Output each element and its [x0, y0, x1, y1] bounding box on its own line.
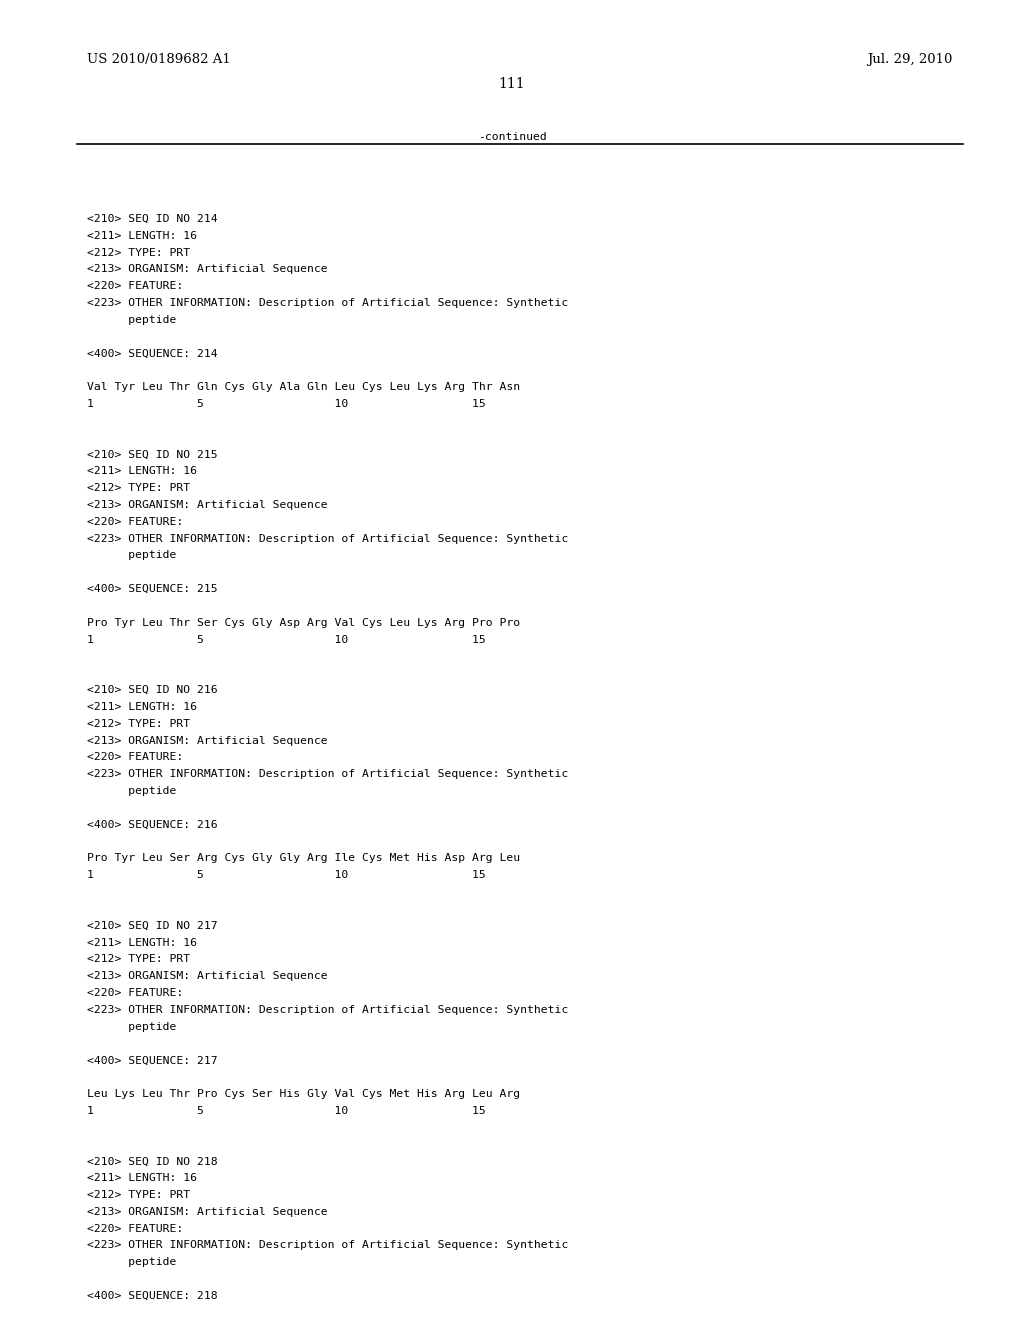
Text: <212> TYPE: PRT: <212> TYPE: PRT	[87, 718, 190, 729]
Text: 1               5                   10                  15: 1 5 10 15	[87, 399, 485, 409]
Text: <213> ORGANISM: Artificial Sequence: <213> ORGANISM: Artificial Sequence	[87, 264, 328, 275]
Text: Pro Tyr Leu Ser Arg Cys Gly Gly Arg Ile Cys Met His Asp Arg Leu: Pro Tyr Leu Ser Arg Cys Gly Gly Arg Ile …	[87, 854, 520, 863]
Text: Pro Tyr Leu Thr Ser Cys Gly Asp Arg Val Cys Leu Lys Arg Pro Pro: Pro Tyr Leu Thr Ser Cys Gly Asp Arg Val …	[87, 618, 520, 628]
Text: <400> SEQUENCE: 217: <400> SEQUENCE: 217	[87, 1056, 218, 1065]
Text: <223> OTHER INFORMATION: Description of Artificial Sequence: Synthetic: <223> OTHER INFORMATION: Description of …	[87, 770, 568, 779]
Text: <212> TYPE: PRT: <212> TYPE: PRT	[87, 1191, 190, 1200]
Text: <400> SEQUENCE: 216: <400> SEQUENCE: 216	[87, 820, 218, 830]
Text: 111: 111	[499, 77, 525, 91]
Text: <211> LENGTH: 16: <211> LENGTH: 16	[87, 937, 197, 948]
Text: Jul. 29, 2010: Jul. 29, 2010	[867, 53, 952, 66]
Text: <210> SEQ ID NO 215: <210> SEQ ID NO 215	[87, 449, 218, 459]
Text: <223> OTHER INFORMATION: Description of Artificial Sequence: Synthetic: <223> OTHER INFORMATION: Description of …	[87, 1241, 568, 1250]
Text: 1               5                   10                  15: 1 5 10 15	[87, 870, 485, 880]
Text: <210> SEQ ID NO 214: <210> SEQ ID NO 214	[87, 214, 218, 224]
Text: <213> ORGANISM: Artificial Sequence: <213> ORGANISM: Artificial Sequence	[87, 500, 328, 510]
Text: <212> TYPE: PRT: <212> TYPE: PRT	[87, 954, 190, 965]
Text: <400> SEQUENCE: 215: <400> SEQUENCE: 215	[87, 583, 218, 594]
Text: <223> OTHER INFORMATION: Description of Artificial Sequence: Synthetic: <223> OTHER INFORMATION: Description of …	[87, 533, 568, 544]
Text: <212> TYPE: PRT: <212> TYPE: PRT	[87, 483, 190, 494]
Text: <220> FEATURE:: <220> FEATURE:	[87, 281, 183, 292]
Text: -continued: -continued	[477, 132, 547, 143]
Text: <400> SEQUENCE: 218: <400> SEQUENCE: 218	[87, 1291, 218, 1302]
Text: <211> LENGTH: 16: <211> LENGTH: 16	[87, 1173, 197, 1183]
Text: Val Tyr Leu Thr Gln Cys Gly Ala Gln Leu Cys Leu Lys Arg Thr Asn: Val Tyr Leu Thr Gln Cys Gly Ala Gln Leu …	[87, 383, 520, 392]
Text: <220> FEATURE:: <220> FEATURE:	[87, 1224, 183, 1234]
Text: <210> SEQ ID NO 216: <210> SEQ ID NO 216	[87, 685, 218, 696]
Text: <223> OTHER INFORMATION: Description of Artificial Sequence: Synthetic: <223> OTHER INFORMATION: Description of …	[87, 298, 568, 308]
Text: <220> FEATURE:: <220> FEATURE:	[87, 752, 183, 763]
Text: <211> LENGTH: 16: <211> LENGTH: 16	[87, 231, 197, 240]
Text: Leu Lys Leu Thr Pro Cys Ser His Gly Val Cys Met His Arg Leu Arg: Leu Lys Leu Thr Pro Cys Ser His Gly Val …	[87, 1089, 520, 1100]
Text: <211> LENGTH: 16: <211> LENGTH: 16	[87, 702, 197, 711]
Text: <220> FEATURE:: <220> FEATURE:	[87, 987, 183, 998]
Text: US 2010/0189682 A1: US 2010/0189682 A1	[87, 53, 230, 66]
Text: <213> ORGANISM: Artificial Sequence: <213> ORGANISM: Artificial Sequence	[87, 972, 328, 981]
Text: <212> TYPE: PRT: <212> TYPE: PRT	[87, 248, 190, 257]
Text: peptide: peptide	[87, 1257, 176, 1267]
Text: <223> OTHER INFORMATION: Description of Artificial Sequence: Synthetic: <223> OTHER INFORMATION: Description of …	[87, 1005, 568, 1015]
Text: peptide: peptide	[87, 315, 176, 325]
Text: <213> ORGANISM: Artificial Sequence: <213> ORGANISM: Artificial Sequence	[87, 1206, 328, 1217]
Text: peptide: peptide	[87, 550, 176, 561]
Text: <211> LENGTH: 16: <211> LENGTH: 16	[87, 466, 197, 477]
Text: peptide: peptide	[87, 787, 176, 796]
Text: 1               5                   10                  15: 1 5 10 15	[87, 1106, 485, 1115]
Text: 1               5                   10                  15: 1 5 10 15	[87, 635, 485, 644]
Text: <220> FEATURE:: <220> FEATURE:	[87, 516, 183, 527]
Text: <400> SEQUENCE: 214: <400> SEQUENCE: 214	[87, 348, 218, 359]
Text: <213> ORGANISM: Artificial Sequence: <213> ORGANISM: Artificial Sequence	[87, 735, 328, 746]
Text: peptide: peptide	[87, 1022, 176, 1032]
Text: <210> SEQ ID NO 218: <210> SEQ ID NO 218	[87, 1156, 218, 1167]
Text: <210> SEQ ID NO 217: <210> SEQ ID NO 217	[87, 921, 218, 931]
